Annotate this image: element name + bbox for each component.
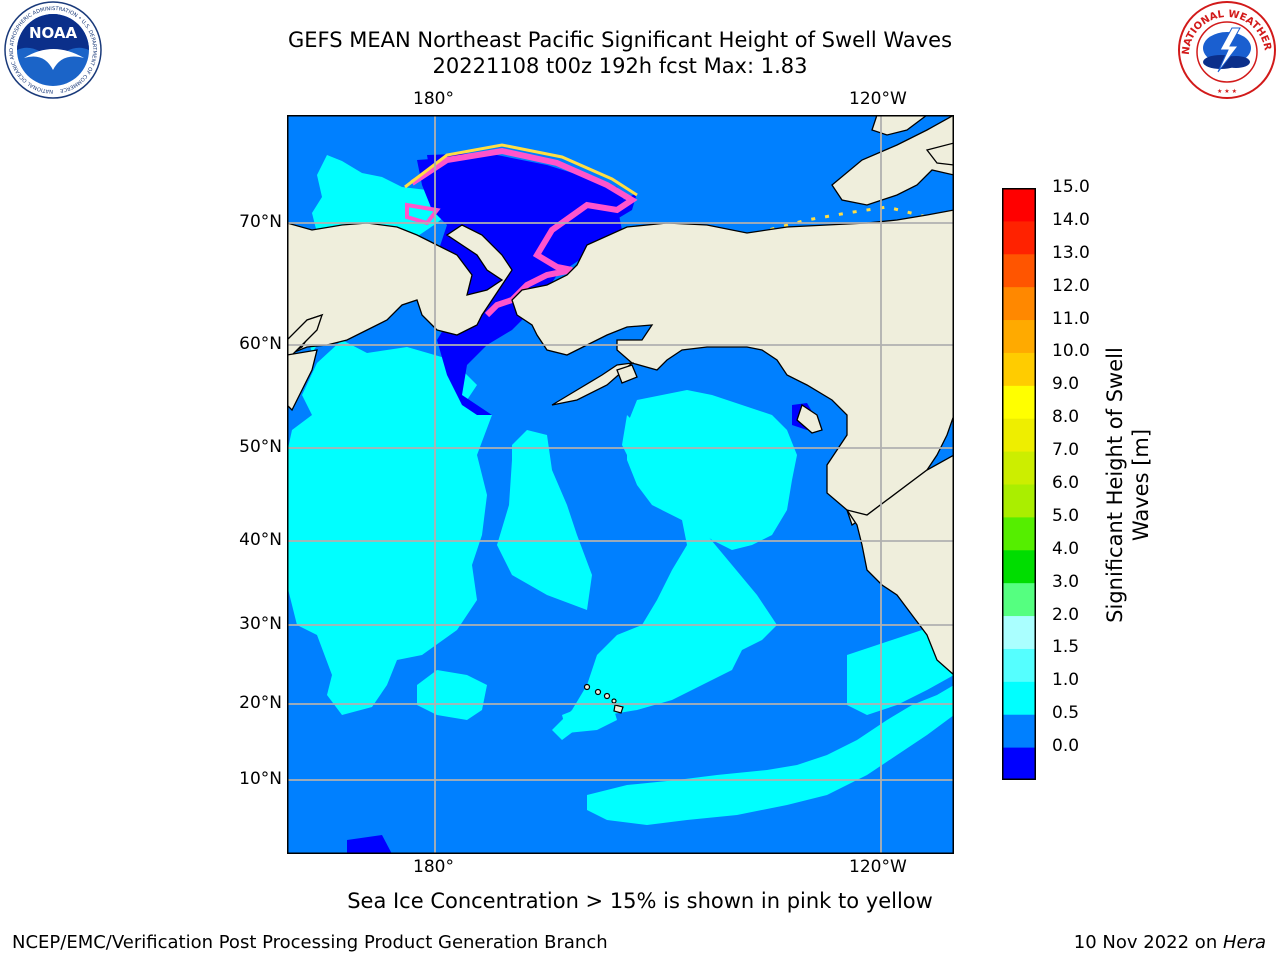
colorbar-tick-label: 0.0 bbox=[1052, 736, 1080, 757]
colorbar-tick-label: 9.0 bbox=[1052, 374, 1080, 395]
lat-tick-10n: 10°N bbox=[239, 769, 282, 789]
colorbar-title-line2: Waves [m] bbox=[1129, 428, 1153, 542]
land-greenland-edge bbox=[925, 142, 954, 166]
colorbar-tick-label: 5.0 bbox=[1052, 505, 1080, 526]
colorbar-tick-label: 15.0 bbox=[1052, 177, 1090, 197]
footer-host: Hera bbox=[1222, 932, 1266, 953]
colorbar-tick-label: 1.0 bbox=[1052, 670, 1080, 691]
swell-region-west bbox=[287, 340, 492, 715]
swell-region-central bbox=[497, 430, 592, 610]
lat-tick-50n: 50°N bbox=[239, 437, 282, 457]
swell-region-southeast bbox=[847, 620, 954, 715]
colorbar-tick-label: 11.0 bbox=[1052, 308, 1090, 329]
colorbar-tick-label: 14.0 bbox=[1052, 209, 1090, 230]
colorbar-tick-label: 13.0 bbox=[1052, 242, 1090, 263]
colorbar-tick-label: 10.0 bbox=[1052, 341, 1090, 362]
lat-tick-40n: 40°N bbox=[239, 530, 282, 550]
graticule bbox=[287, 115, 954, 854]
colorbar-tick-label: 7.0 bbox=[1052, 440, 1080, 461]
land-masses bbox=[287, 115, 954, 676]
colorbar-segment bbox=[1002, 615, 1036, 649]
colorbar-segment bbox=[1002, 516, 1036, 551]
land-kodiak bbox=[616, 364, 638, 384]
colorbar-tick-label: 3.0 bbox=[1052, 571, 1080, 592]
footer-date: 10 Nov 2022 on Hera bbox=[1074, 932, 1266, 953]
colorbar-segment bbox=[1002, 418, 1036, 452]
colorbar-segment bbox=[1002, 714, 1036, 748]
swell-region-south-sliver bbox=[562, 703, 617, 733]
colorbar-segment bbox=[1002, 319, 1036, 353]
sea-ice-note: Sea Ice Concentration > 15% is shown in … bbox=[347, 889, 933, 913]
map-subtitle: 20221108 t00z 192h fcst Max: 1.83 bbox=[432, 54, 808, 78]
lon-tick-bottom-180: 180° bbox=[413, 857, 454, 877]
sea-ice-yellow bbox=[404, 143, 638, 197]
swell-region-southwest-corner bbox=[347, 835, 392, 854]
colorbar-segment bbox=[1002, 188, 1036, 222]
land-siberia bbox=[287, 222, 513, 356]
colorbar-tick-label: 2.0 bbox=[1052, 604, 1080, 625]
colorbar-segment bbox=[1002, 286, 1036, 321]
colorbar-segment bbox=[1002, 253, 1036, 288]
land-kamchatka-peninsula bbox=[287, 313, 324, 361]
lon-tick-top-120w: 120°W bbox=[849, 89, 907, 109]
colorbar-segment bbox=[1002, 385, 1036, 419]
land-arctic-islands bbox=[831, 115, 954, 206]
colorbar-segment bbox=[1002, 352, 1036, 386]
colorbar-segment bbox=[1002, 484, 1036, 518]
colorbar-segment bbox=[1002, 582, 1036, 617]
lat-tick-60n: 60°N bbox=[239, 334, 282, 354]
hawaii-islands bbox=[583, 683, 624, 714]
nws-logo: NATIONAL WEATHER SERVICE ★ ★ ★ bbox=[1176, 0, 1276, 99]
lon-tick-bottom-120w: 120°W bbox=[849, 857, 907, 877]
swell-region-gulf-alaska bbox=[627, 390, 797, 550]
colorbar bbox=[1002, 188, 1036, 780]
colorbar-tick-label: 8.0 bbox=[1052, 407, 1080, 428]
land-arctic-islands-north bbox=[871, 115, 929, 136]
noaa-logo-text: NOAA bbox=[29, 24, 78, 42]
colorbar-segment bbox=[1002, 220, 1036, 255]
colorbar-segment bbox=[1002, 648, 1036, 682]
lat-tick-30n: 30°N bbox=[239, 614, 282, 634]
footer-date-text: 10 Nov 2022 on bbox=[1073, 932, 1223, 953]
colorbar-segment bbox=[1002, 549, 1036, 584]
footer-credit: NCEP/EMC/Verification Post Processing Pr… bbox=[12, 932, 608, 953]
colorbar-segment bbox=[1002, 681, 1036, 715]
noaa-logo: NATIONAL OCEANIC AND ATMOSPHERIC ADMINIS… bbox=[4, 1, 102, 99]
colorbar-segment bbox=[1002, 451, 1036, 485]
colorbar-tick-label: 6.0 bbox=[1052, 473, 1080, 493]
swell-region-northeast bbox=[552, 415, 777, 740]
land-far-west bbox=[287, 349, 318, 412]
swell-height-map bbox=[287, 115, 954, 854]
land-alaska bbox=[511, 209, 954, 527]
colorbar-title: Significant Height of Swell Waves [m] bbox=[1102, 235, 1158, 735]
lon-tick-top-180: 180° bbox=[413, 89, 454, 109]
colorbar-tick-label: 4.0 bbox=[1052, 538, 1080, 559]
swell-region-arctic bbox=[427, 153, 627, 210]
colorbar-title-line1: Significant Height of Swell bbox=[1103, 347, 1127, 623]
map-title: GEFS MEAN Northeast Pacific Significant … bbox=[287, 28, 953, 52]
svg-text:★ ★ ★: ★ ★ ★ bbox=[1217, 88, 1237, 95]
lat-tick-20n: 20°N bbox=[239, 693, 282, 713]
land-west-coast-us bbox=[845, 454, 954, 676]
land-vancouver-island bbox=[796, 403, 823, 434]
map-frame bbox=[287, 115, 954, 854]
colorbar-tick-label: 12.0 bbox=[1052, 275, 1090, 296]
colorbar-segments bbox=[1002, 188, 1036, 780]
lat-tick-70n: 70°N bbox=[239, 212, 282, 232]
colorbar-tick-label: 0.5 bbox=[1052, 703, 1080, 724]
colorbar-tick-label: 1.5 bbox=[1052, 637, 1080, 658]
colorbar-segment bbox=[1002, 747, 1036, 780]
swell-region-south bbox=[587, 685, 954, 825]
